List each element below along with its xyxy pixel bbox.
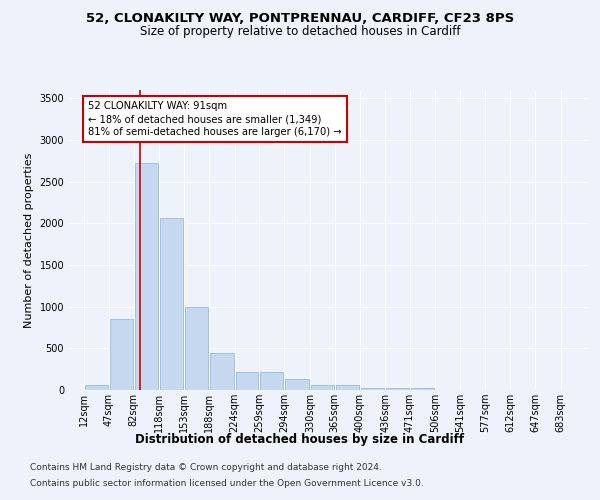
Bar (311, 384, 334, 390)
Text: Distribution of detached houses by size in Cardiff: Distribution of detached houses by size … (136, 432, 464, 446)
Bar (236, 372, 259, 390)
Bar (336, 386, 359, 390)
Bar (85, 385, 108, 390)
Text: Contains public sector information licensed under the Open Government Licence v3: Contains public sector information licen… (30, 478, 424, 488)
Bar (260, 372, 283, 390)
Bar (411, 388, 434, 390)
Bar (160, 218, 183, 390)
Bar (386, 388, 409, 390)
Bar (210, 352, 233, 390)
Bar (285, 379, 309, 390)
Text: 52, CLONAKILTY WAY, PONTPRENNAU, CARDIFF, CF23 8PS: 52, CLONAKILTY WAY, PONTPRENNAU, CARDIFF… (86, 12, 514, 26)
Text: Size of property relative to detached houses in Cardiff: Size of property relative to detached ho… (140, 25, 460, 38)
Bar (134, 164, 158, 390)
Bar (361, 388, 384, 390)
Text: 52 CLONAKILTY WAY: 91sqm
← 18% of detached houses are smaller (1,349)
81% of sem: 52 CLONAKILTY WAY: 91sqm ← 18% of detach… (88, 101, 342, 137)
Bar (110, 319, 133, 390)
Y-axis label: Number of detached properties: Number of detached properties (24, 152, 34, 328)
Bar (185, 306, 208, 390)
Text: Contains HM Land Registry data © Crown copyright and database right 2024.: Contains HM Land Registry data © Crown c… (30, 464, 382, 472)
